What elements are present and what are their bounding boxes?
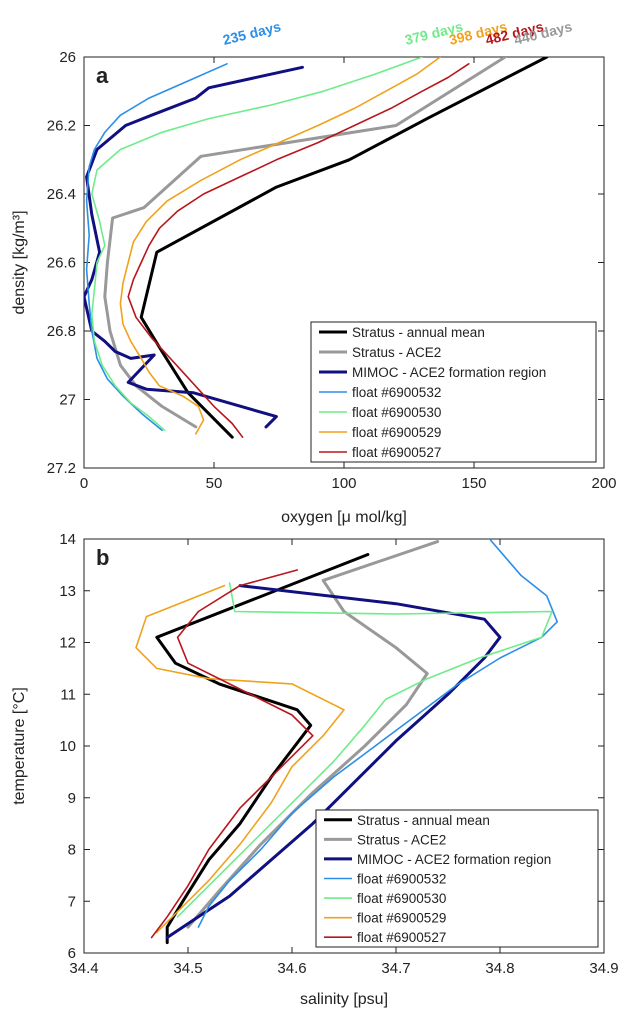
y-tick-label: 14 <box>59 531 76 548</box>
series-line-1 <box>155 553 370 945</box>
series-line-6 <box>119 57 442 435</box>
x-tick-label: 34.8 <box>485 960 514 977</box>
y-tick-label: 26.8 <box>47 323 76 340</box>
legend-label: float #6900529 <box>352 425 441 440</box>
panel-letter: a <box>96 63 109 88</box>
y-tick-label: 7 <box>68 893 76 910</box>
legend-label: MIMOC - ACE2 formation region <box>352 365 546 380</box>
legend-label: float #6900532 <box>357 872 446 887</box>
legend-label: Stratus - ACE2 <box>357 832 446 847</box>
series-group <box>84 57 549 439</box>
legend-label: float #6900527 <box>357 930 446 945</box>
x-tick-label: 100 <box>331 475 356 492</box>
series-line-2 <box>103 57 507 429</box>
y-tick-label: 9 <box>68 790 76 807</box>
series-line-4 <box>85 62 228 432</box>
x-tick-label: 34.6 <box>277 960 306 977</box>
series-line-3 <box>84 65 304 429</box>
y-tick-label: 6 <box>68 945 76 962</box>
series-group <box>135 539 559 945</box>
legend-label: Stratus - annual mean <box>352 325 485 340</box>
y-tick-label: 11 <box>60 686 76 703</box>
x-tick-label: 0 <box>80 475 88 492</box>
legend-label: float #6900527 <box>352 445 441 460</box>
x-axis-title: oxygen [μ mol/kg] <box>281 509 407 526</box>
legend-label: Stratus - annual mean <box>357 813 490 828</box>
x-axis-title: salinity [psu] <box>300 991 388 1008</box>
legend-label: Stratus - ACE2 <box>352 345 441 360</box>
legend-label: MIMOC - ACE2 formation region <box>357 852 551 867</box>
legend-box <box>315 809 599 948</box>
y-tick-label: 13 <box>59 583 76 600</box>
series-line-7 <box>150 569 314 939</box>
series-line-6 <box>135 584 345 934</box>
series-line-5 <box>176 582 553 918</box>
y-tick-label: 10 <box>59 738 76 755</box>
x-tick-label: 200 <box>591 475 616 492</box>
legend-label: float #6900532 <box>352 385 441 400</box>
x-tick-label: 34.4 <box>69 960 98 977</box>
legend-label: float #6900530 <box>357 891 446 906</box>
y-tick-label: 26 <box>59 49 76 66</box>
series-line-5 <box>91 57 423 432</box>
x-tick-label: 34.9 <box>589 960 618 977</box>
y-tick-label: 12 <box>59 635 76 652</box>
y-tick-label: 27.2 <box>47 460 76 477</box>
series-line-4 <box>197 539 559 928</box>
y-tick-label: 8 <box>68 842 76 859</box>
series-line-2 <box>186 540 440 929</box>
y-axis-title: density [kg/m³] <box>11 210 28 314</box>
y-tick-label: 26.4 <box>47 186 76 203</box>
legend-label: float #6900529 <box>357 911 446 926</box>
y-tick-label: 26.2 <box>47 118 76 135</box>
series-line-1 <box>139 57 549 439</box>
series-line-3 <box>165 584 502 939</box>
x-tick-label: 150 <box>461 475 486 492</box>
x-tick-label: 34.5 <box>173 960 202 977</box>
y-axis-title: temperature [°C] <box>11 687 28 805</box>
legend-box <box>310 321 597 463</box>
duration-label: 235 days <box>221 18 282 48</box>
x-tick-label: 34.7 <box>381 960 410 977</box>
panel-letter: b <box>96 545 109 570</box>
series-line-7 <box>127 62 470 439</box>
y-tick-label: 26.6 <box>47 255 76 272</box>
y-tick-label: 27 <box>59 392 76 409</box>
x-tick-label: 50 <box>206 475 223 492</box>
legend-label: float #6900530 <box>352 405 441 420</box>
